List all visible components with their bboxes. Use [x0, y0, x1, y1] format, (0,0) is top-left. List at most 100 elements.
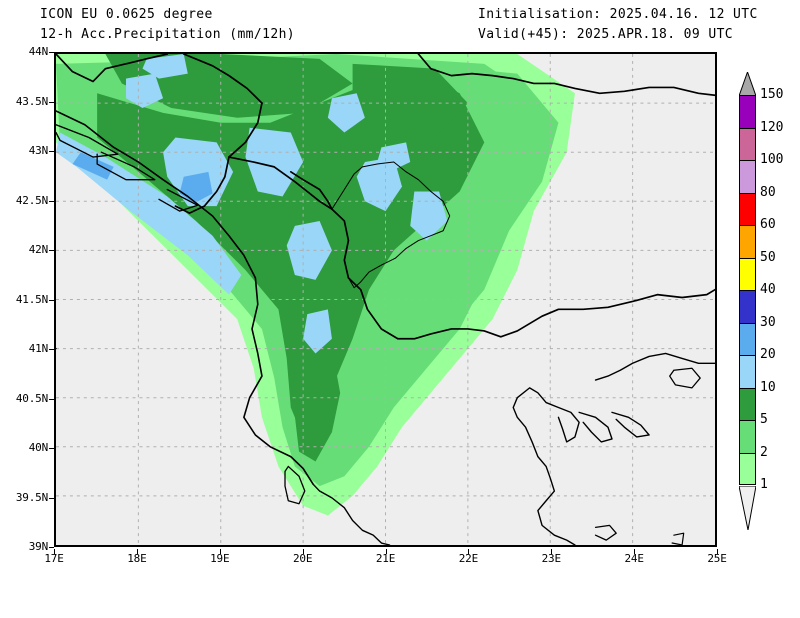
colorbar-band [739, 192, 756, 225]
coastline-path [182, 54, 263, 104]
precipitation-contour-band [352, 63, 468, 138]
longitude-tick [385, 549, 387, 554]
longitude-tick [219, 549, 221, 554]
precipitation-contour-band [125, 73, 164, 108]
longitude-tick-label: 20E [292, 552, 313, 565]
latitude-tick [49, 448, 54, 449]
model-title: ICON EU 0.0625 degree [40, 7, 213, 22]
colorbar-band [739, 420, 756, 453]
longitude-tick-label: 23E [541, 552, 561, 565]
latitude-tick [49, 101, 54, 103]
coastline-path [174, 102, 263, 214]
latitude-tick [49, 200, 54, 202]
latitude-tick-label: 41N [28, 342, 48, 355]
coastline-path [158, 188, 199, 212]
precipitation-contour-band [303, 309, 332, 354]
colorbar-under-arrow [739, 486, 756, 530]
precipitation-contours [56, 54, 715, 545]
longitude-tick-label: 19E [210, 552, 230, 565]
longitude-tick-label: 24E [624, 552, 644, 565]
colorbar-tick-label: 120 [760, 119, 784, 135]
coastline-path [284, 465, 306, 505]
precipitation-contour-band [377, 142, 411, 172]
latitude-tick-label: 44N [28, 45, 48, 58]
coastline-path [56, 54, 169, 83]
latitude-tick [49, 497, 54, 499]
colorbar-band [739, 355, 756, 388]
colorbar-band [739, 257, 756, 290]
latitude-tick-label: 43N [28, 144, 48, 157]
precipitation-contour-band [142, 54, 188, 79]
longitude-tick-label: 21E [375, 552, 396, 565]
latitude-tick-label: 39N [28, 540, 48, 553]
coastline-path [228, 156, 333, 210]
precipitation-contour-band [179, 171, 213, 204]
latitude-tick-label: 40N [28, 441, 48, 454]
latitude-tick-label: 39.5N [15, 490, 48, 504]
longitude-tick [551, 549, 553, 554]
coastline-path [516, 387, 580, 443]
precipitation-contour-band [163, 137, 234, 207]
latitude-tick-label: 42N [28, 243, 48, 256]
latitude-tick-label: 40.5N [15, 391, 48, 405]
latitude-tick [49, 299, 54, 301]
longitude-tick [302, 549, 304, 554]
colorbar [739, 95, 756, 485]
precipitation-field [56, 54, 715, 545]
precipitation-contour-band [72, 152, 114, 180]
colorbar-tick-label: 10 [760, 379, 776, 395]
longitude-tick [468, 549, 470, 554]
coastline-path [96, 151, 156, 181]
colorbar-band [739, 127, 756, 160]
colorbar-tick-label: 60 [760, 217, 776, 232]
colorbar-band [739, 225, 756, 258]
colorbar-band [739, 160, 756, 193]
latitude-tick-label: 43.5N [15, 94, 48, 108]
precipitation-contour-band [293, 348, 341, 462]
precipitation-contour-band [410, 191, 448, 241]
coastline-path [56, 124, 119, 158]
longitude-tick-label: 18E [127, 552, 147, 565]
coastline-path [611, 411, 650, 438]
coastline-path [594, 352, 715, 381]
latitude-tick [49, 349, 54, 350]
colorbar-band [739, 387, 756, 420]
colorbar-band [739, 452, 756, 485]
latitude-tick [49, 547, 54, 548]
coastline-path [417, 54, 715, 97]
longitude-tick [717, 549, 718, 554]
precipitation-contour-band [245, 127, 304, 197]
coastline-path [669, 367, 701, 389]
colorbar-tick-label: 100 [760, 152, 784, 167]
colorbar-band [739, 322, 756, 355]
coastline-path [594, 524, 617, 541]
valid-time: Valid(+45): 2025.APR.18. 09 UTC [478, 27, 734, 42]
latitude-tick [49, 250, 54, 251]
latitude-tick [49, 151, 54, 152]
longitude-tick-label: 22E [458, 552, 479, 565]
coastline-path [331, 161, 451, 289]
colorbar-tick-label: 20 [760, 347, 776, 362]
colorbar-tick-label: 5 [760, 412, 768, 427]
colorbar-tick-label: 30 [760, 314, 776, 330]
longitude-tick [54, 549, 55, 554]
field-title: 12-h Acc.Precipitation (mm/12h) [40, 27, 296, 42]
colorbar-tick-label: 40 [760, 282, 776, 297]
coastline-path [312, 483, 391, 545]
initialisation-time: Initialisation: 2025.04.16. 12 UTC [478, 7, 758, 22]
colorbar-band [739, 290, 756, 323]
coastline-path [56, 110, 314, 485]
latitude-tick [49, 52, 54, 53]
coastline-path [289, 170, 333, 210]
longitude-tick-label: 17E [44, 552, 64, 565]
colorbar-tick-label: 1 [760, 477, 768, 492]
colorbar-tick-label: 80 [760, 184, 776, 200]
colorbar-over-arrow [739, 72, 756, 96]
coastline-path [578, 411, 613, 443]
coastline-path [671, 532, 685, 545]
colorbar-tick-label: 50 [760, 249, 776, 265]
colorbar-band [739, 95, 756, 128]
longitude-tick [634, 549, 636, 554]
longitude-tick [136, 549, 138, 554]
